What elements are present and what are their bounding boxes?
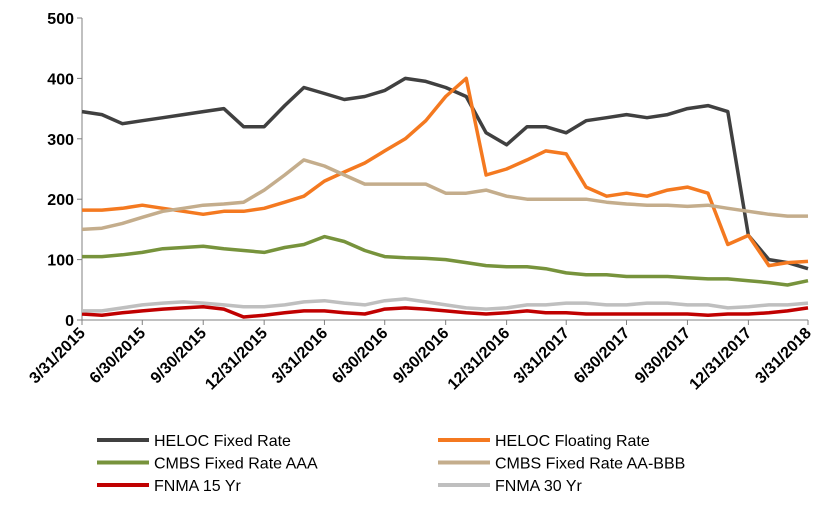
x-tick-label: 9/30/2017 xyxy=(632,325,694,387)
x-tick-label: 12/31/2017 xyxy=(687,325,756,394)
legend-label: HELOC Floating Rate xyxy=(495,433,650,450)
series-line xyxy=(82,76,809,268)
legend-label: FNMA 30 Yr xyxy=(495,478,583,495)
x-tick-label: 12/31/2015 xyxy=(202,325,271,394)
legend-label: CMBS Fixed Rate AA-BBB xyxy=(495,456,685,473)
series-line xyxy=(81,304,809,319)
legend-label: HELOC Fixed Rate xyxy=(154,433,291,450)
series-line xyxy=(82,234,809,287)
y-tick-label: 100 xyxy=(47,253,74,270)
y-tick-label: 500 xyxy=(47,11,74,28)
x-tick-label: 9/30/2016 xyxy=(390,325,452,387)
x-tick-label: 3/31/2018 xyxy=(752,325,814,387)
series-line xyxy=(81,158,808,232)
x-tick-label: 12/31/2016 xyxy=(445,325,514,394)
y-tick-label: 0 xyxy=(65,313,74,330)
x-tick-label: 6/30/2017 xyxy=(571,325,633,387)
x-tick-label: 6/30/2016 xyxy=(329,325,391,387)
x-tick-label: 3/31/2016 xyxy=(269,325,331,387)
y-tick-label: 400 xyxy=(47,71,74,88)
x-tick-label: 9/30/2015 xyxy=(148,325,210,387)
x-tick-label: 6/30/2015 xyxy=(87,325,149,387)
series-line xyxy=(81,76,809,271)
y-tick-label: 200 xyxy=(47,192,74,209)
x-tick-label: 3/31/2015 xyxy=(26,325,88,387)
legend-label: CMBS Fixed Rate AAA xyxy=(154,456,318,473)
series-line xyxy=(82,297,809,313)
x-tick-label: 3/31/2017 xyxy=(511,325,573,387)
y-tick-label: 300 xyxy=(47,132,74,149)
legend-label: FNMA 15 Yr xyxy=(154,478,242,495)
